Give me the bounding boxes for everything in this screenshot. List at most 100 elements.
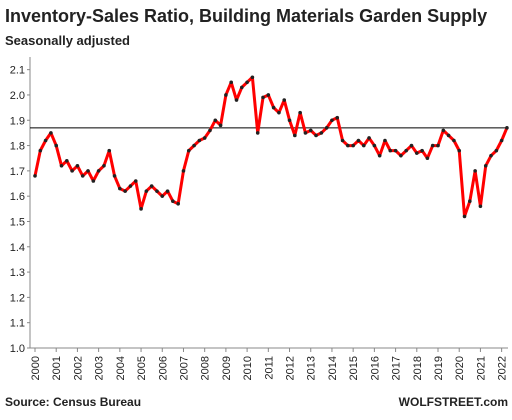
- point: [293, 133, 297, 138]
- y-tick-label: 1.5: [10, 216, 25, 228]
- point: [186, 148, 191, 153]
- point: [372, 143, 377, 148]
- point: [133, 179, 138, 183]
- y-tick-label: 2.0: [10, 90, 25, 102]
- x-tick-label: 2007: [178, 356, 190, 380]
- point: [330, 118, 334, 123]
- point: [457, 148, 462, 153]
- point: [80, 174, 85, 178]
- y-tick-label: 1.6: [10, 191, 25, 203]
- point: [441, 128, 446, 133]
- point: [335, 115, 340, 120]
- chart-title: Inventory-Sales Ratio, Building Material…: [5, 6, 487, 26]
- point: [319, 131, 324, 135]
- x-tick-label: 2000: [30, 356, 42, 380]
- watermark: WOLFSTREET.com: [399, 395, 508, 409]
- point: [70, 169, 74, 173]
- point: [383, 138, 387, 143]
- x-tick-label: 2019: [433, 356, 445, 380]
- y-tick-label: 1.0: [10, 343, 25, 355]
- x-tick-label: 2021: [475, 356, 487, 380]
- x-tick-label: 2014: [327, 356, 339, 380]
- point: [181, 169, 186, 173]
- point: [202, 136, 207, 140]
- point: [324, 126, 329, 130]
- y-tick-label: 2.1: [10, 65, 25, 77]
- point: [261, 95, 265, 100]
- point: [430, 143, 435, 148]
- point: [271, 105, 276, 110]
- point: [468, 199, 472, 204]
- point: [351, 143, 355, 148]
- y-tick-label: 1.4: [10, 242, 25, 254]
- x-tick-label: 2005: [136, 356, 148, 380]
- point: [218, 123, 223, 128]
- point: [282, 98, 287, 102]
- x-tick-label: 2001: [51, 356, 63, 380]
- point: [112, 174, 117, 178]
- point: [123, 189, 127, 193]
- point: [314, 133, 318, 138]
- line: [33, 75, 509, 218]
- point: [33, 174, 37, 178]
- x-tick-label: 2013: [306, 356, 318, 380]
- x-tick-label: 2017: [391, 356, 403, 380]
- point: [234, 98, 239, 102]
- point: [160, 194, 165, 198]
- x-tick-label: 2010: [242, 356, 254, 380]
- point: [144, 189, 149, 193]
- point: [399, 153, 403, 158]
- point: [229, 80, 233, 85]
- x-tick-label: 2003: [94, 356, 106, 380]
- point: [452, 138, 456, 143]
- point: [356, 138, 361, 143]
- point: [155, 189, 159, 193]
- point: [303, 131, 308, 135]
- point: [404, 148, 408, 153]
- point: [414, 151, 419, 155]
- point: [277, 110, 281, 115]
- point: [171, 199, 175, 204]
- point: [287, 118, 292, 123]
- point: [340, 138, 345, 143]
- point: [245, 80, 249, 85]
- x-tick-label: 2022: [497, 356, 509, 380]
- point: [393, 148, 398, 153]
- point: [43, 138, 48, 143]
- point: [213, 118, 218, 123]
- point: [266, 93, 271, 97]
- x-tick-label: 2020: [454, 356, 466, 380]
- point: [75, 164, 80, 168]
- x-tick-label: 2011: [263, 356, 275, 380]
- point: [149, 184, 154, 188]
- y-tick-label: 1.1: [10, 318, 25, 330]
- point: [91, 179, 96, 183]
- point: [377, 153, 382, 158]
- point: [102, 164, 106, 168]
- point: [65, 158, 69, 163]
- point: [54, 143, 59, 148]
- point: [478, 204, 483, 209]
- point: [367, 136, 371, 140]
- x-tick-label: 2008: [200, 356, 212, 380]
- point: [308, 128, 313, 133]
- x-tick-label: 2004: [115, 356, 127, 380]
- point: [255, 131, 260, 135]
- point: [346, 143, 350, 148]
- point: [165, 189, 170, 193]
- point: [176, 201, 180, 206]
- point: [96, 169, 101, 173]
- point: [483, 164, 488, 168]
- point: [462, 214, 467, 219]
- point: [446, 133, 451, 138]
- point: [38, 148, 43, 153]
- point: [49, 131, 53, 135]
- point: [494, 148, 499, 153]
- y-tick-label: 1.8: [10, 141, 25, 153]
- point: [298, 110, 302, 115]
- x-tick-label: 2012: [285, 356, 297, 380]
- point: [59, 164, 64, 168]
- point: [86, 169, 90, 173]
- x-tick-label: 2002: [72, 356, 84, 380]
- source: Source: Census Bureau: [5, 395, 141, 409]
